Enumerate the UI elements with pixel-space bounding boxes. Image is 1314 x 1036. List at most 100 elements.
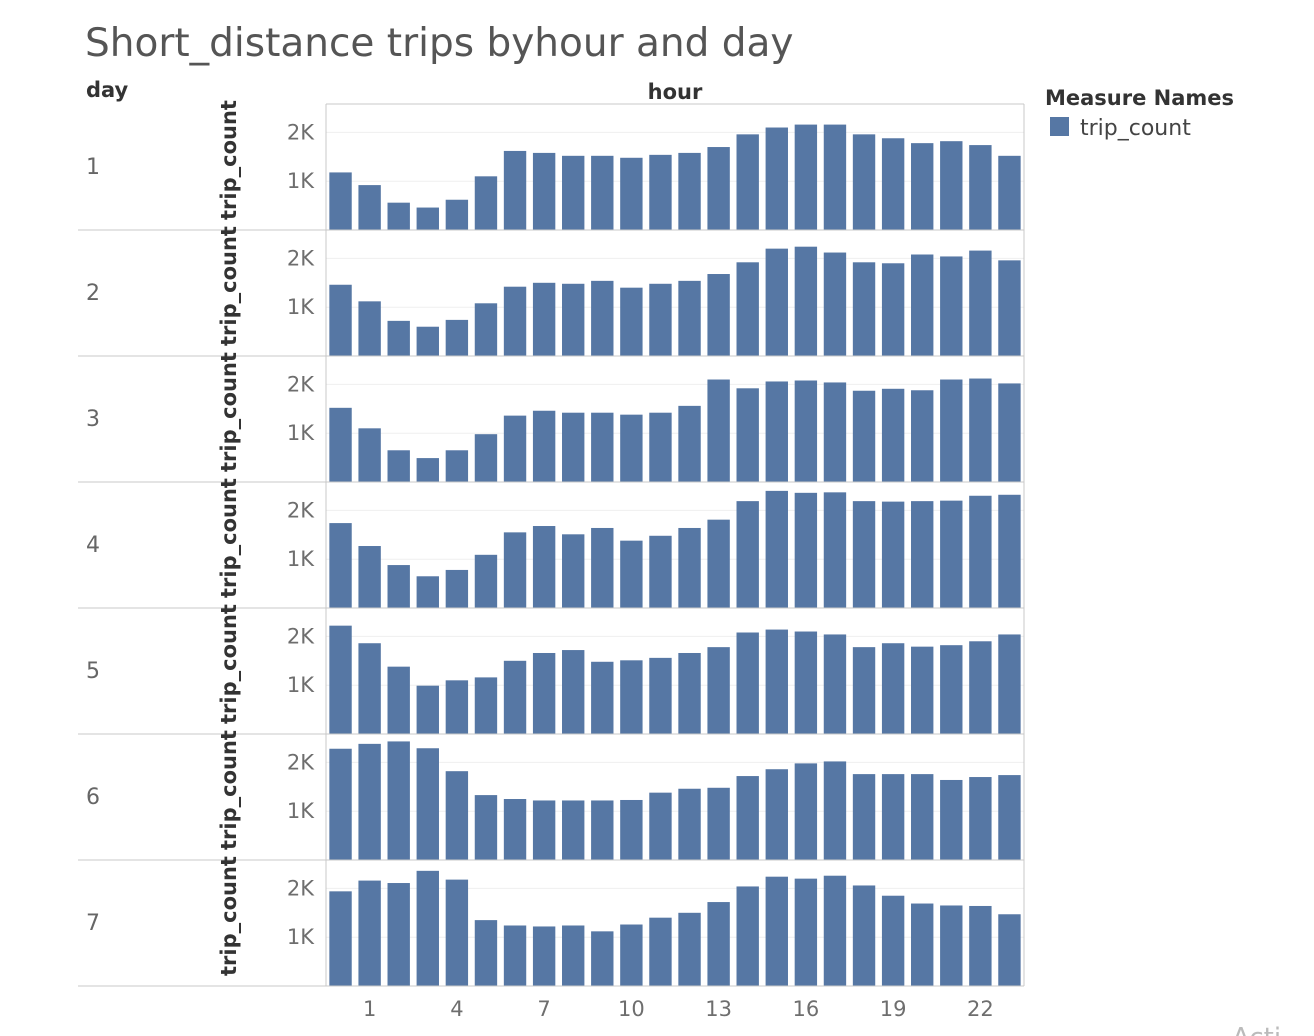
bar-day7-hour0[interactable]: 1940 xyxy=(329,891,352,986)
bar-day5-hour19[interactable]: 1860 xyxy=(881,643,905,734)
bar-day6-hour15[interactable]: 1860 xyxy=(765,769,788,860)
bar-day5-hour18[interactable]: 1780 xyxy=(852,647,876,734)
bar-day2-hour21[interactable]: 2040 xyxy=(940,256,963,356)
bar-day5-hour16[interactable]: 2100 xyxy=(794,631,818,734)
bar-day2-hour2[interactable]: 720 xyxy=(387,320,410,356)
bar-day3-hour18[interactable]: 1870 xyxy=(852,390,876,482)
bar-day2-hour0[interactable]: 1460 xyxy=(329,284,352,356)
bar-day3-hour5[interactable]: 980 xyxy=(474,434,498,482)
bar-day2-hour1[interactable]: 1120 xyxy=(358,301,381,356)
bar-day2-hour9[interactable]: 1540 xyxy=(591,280,614,356)
bar-day3-hour21[interactable]: 2100 xyxy=(940,379,963,482)
bar-day2-hour17[interactable]: 2120 xyxy=(823,252,847,356)
bar-day2-hour16[interactable]: 2240 xyxy=(794,246,818,356)
bar-day3-hour8[interactable]: 1420 xyxy=(562,412,585,482)
bar-day3-hour12[interactable]: 1560 xyxy=(678,405,701,482)
bar-day6-hour13[interactable]: 1480 xyxy=(707,787,730,860)
bar-day5-hour4[interactable]: 1100 xyxy=(445,680,469,734)
bar-day7-hour6[interactable]: 1240 xyxy=(503,925,527,986)
bar-day6-hour6[interactable]: 1250 xyxy=(503,799,527,860)
bar-day1-hour8[interactable]: 1520 xyxy=(562,155,585,230)
bar-day5-hour0[interactable]: 2220 xyxy=(329,625,352,734)
bar-day3-hour7[interactable]: 1460 xyxy=(532,410,556,482)
bar-day5-hour5[interactable]: 1160 xyxy=(474,677,498,734)
bar-day4-hour14[interactable]: 2190 xyxy=(736,501,759,608)
bar-day4-hour1[interactable]: 1270 xyxy=(358,546,381,608)
bar-day4-hour7[interactable]: 1680 xyxy=(532,526,556,608)
bar-day6-hour21[interactable]: 1640 xyxy=(940,779,963,860)
bar-day4-hour22[interactable]: 2300 xyxy=(969,495,992,608)
bar-day5-hour13[interactable]: 1780 xyxy=(707,647,730,734)
bar-day2-hour5[interactable]: 1080 xyxy=(474,303,498,356)
bar-day2-hour6[interactable]: 1420 xyxy=(503,286,527,356)
bar-day4-hour8[interactable]: 1510 xyxy=(562,534,585,608)
bar-day2-hour20[interactable]: 2080 xyxy=(911,254,934,357)
bar-day4-hour0[interactable]: 1740 xyxy=(329,523,352,608)
bar-day5-hour22[interactable]: 1900 xyxy=(969,641,992,734)
bar-day5-hour10[interactable]: 1510 xyxy=(620,660,643,734)
bar-day6-hour10[interactable]: 1230 xyxy=(620,799,643,860)
bar-day1-hour22[interactable]: 1740 xyxy=(969,145,992,230)
bar-day3-hour3[interactable]: 490 xyxy=(416,458,439,482)
bar-day1-hour0[interactable]: 1180 xyxy=(329,172,352,230)
bar-day5-hour11[interactable]: 1560 xyxy=(649,657,672,734)
bar-day4-hour13[interactable]: 1810 xyxy=(707,519,730,608)
bar-day3-hour17[interactable]: 2040 xyxy=(823,382,847,482)
bar-day4-hour15[interactable]: 2400 xyxy=(765,490,788,608)
bar-day3-hour1[interactable]: 1100 xyxy=(358,428,381,482)
bar-day5-hour3[interactable]: 990 xyxy=(416,685,439,734)
bar-day6-hour22[interactable]: 1700 xyxy=(969,777,992,860)
bar-day2-hour13[interactable]: 1680 xyxy=(707,274,730,356)
bar-day1-hour19[interactable]: 1880 xyxy=(881,138,905,230)
bar-day6-hour12[interactable]: 1460 xyxy=(678,788,701,860)
bar-day3-hour22[interactable]: 2120 xyxy=(969,378,992,482)
bar-day6-hour20[interactable]: 1760 xyxy=(911,774,934,860)
bar-day2-hour4[interactable]: 740 xyxy=(445,319,469,356)
bar-day1-hour4[interactable]: 620 xyxy=(445,199,469,230)
bar-day6-hour14[interactable]: 1720 xyxy=(736,776,759,860)
bar-day1-hour23[interactable]: 1520 xyxy=(998,155,1021,230)
bar-day3-hour6[interactable]: 1360 xyxy=(503,415,527,482)
bar-day7-hour15[interactable]: 2240 xyxy=(765,876,788,986)
bar-day5-hour21[interactable]: 1820 xyxy=(940,645,963,734)
bar-day5-hour8[interactable]: 1720 xyxy=(562,650,585,734)
bar-day6-hour23[interactable]: 1740 xyxy=(998,775,1021,860)
bar-day4-hour18[interactable]: 2190 xyxy=(852,501,876,608)
bar-day1-hour13[interactable]: 1700 xyxy=(707,147,730,230)
bar-day1-hour2[interactable]: 560 xyxy=(387,202,410,230)
bar-day5-hour9[interactable]: 1480 xyxy=(591,661,614,734)
bar-day1-hour12[interactable]: 1580 xyxy=(678,152,701,230)
bar-day2-hour11[interactable]: 1480 xyxy=(649,283,672,356)
bar-day2-hour19[interactable]: 1900 xyxy=(881,263,905,356)
bar-day2-hour22[interactable]: 2160 xyxy=(969,250,992,356)
bar-day3-hour16[interactable]: 2080 xyxy=(794,380,818,483)
bar-day4-hour19[interactable]: 2180 xyxy=(881,501,905,608)
bar-day4-hour23[interactable]: 2320 xyxy=(998,494,1021,608)
bar-day3-hour15[interactable]: 2060 xyxy=(765,381,788,482)
bar-day1-hour20[interactable]: 1780 xyxy=(911,143,934,230)
bar-day3-hour19[interactable]: 1910 xyxy=(881,388,905,482)
bar-day1-hour10[interactable]: 1480 xyxy=(620,157,643,230)
bar-day6-hour7[interactable]: 1220 xyxy=(532,800,556,860)
bar-day2-hour23[interactable]: 1960 xyxy=(998,260,1021,356)
bar-day4-hour5[interactable]: 1090 xyxy=(474,554,498,608)
bar-day3-hour4[interactable]: 650 xyxy=(445,450,469,482)
bar-day5-hour2[interactable]: 1380 xyxy=(387,666,410,734)
bar-day7-hour19[interactable]: 1850 xyxy=(881,895,905,986)
bar-day1-hour21[interactable]: 1820 xyxy=(940,141,963,230)
bar-day7-hour10[interactable]: 1260 xyxy=(620,924,643,986)
bar-day3-hour11[interactable]: 1420 xyxy=(649,412,672,482)
bar-day7-hour1[interactable]: 2160 xyxy=(358,880,381,986)
bar-day7-hour4[interactable]: 2180 xyxy=(445,879,469,986)
bar-day7-hour18[interactable]: 2060 xyxy=(852,885,876,986)
bar-day4-hour17[interactable]: 2370 xyxy=(823,492,847,608)
bar-day1-hour15[interactable]: 2100 xyxy=(765,127,788,230)
bar-day7-hour21[interactable]: 1650 xyxy=(940,905,963,986)
bar-day1-hour3[interactable]: 460 xyxy=(416,207,439,230)
bar-day5-hour6[interactable]: 1500 xyxy=(503,660,527,734)
bar-day6-hour17[interactable]: 2020 xyxy=(823,761,847,860)
bar-day6-hour4[interactable]: 1820 xyxy=(445,771,469,860)
bar-day4-hour6[interactable]: 1550 xyxy=(503,532,527,608)
bar-day2-hour3[interactable]: 600 xyxy=(416,326,439,356)
bar-day3-hour14[interactable]: 1920 xyxy=(736,388,759,482)
